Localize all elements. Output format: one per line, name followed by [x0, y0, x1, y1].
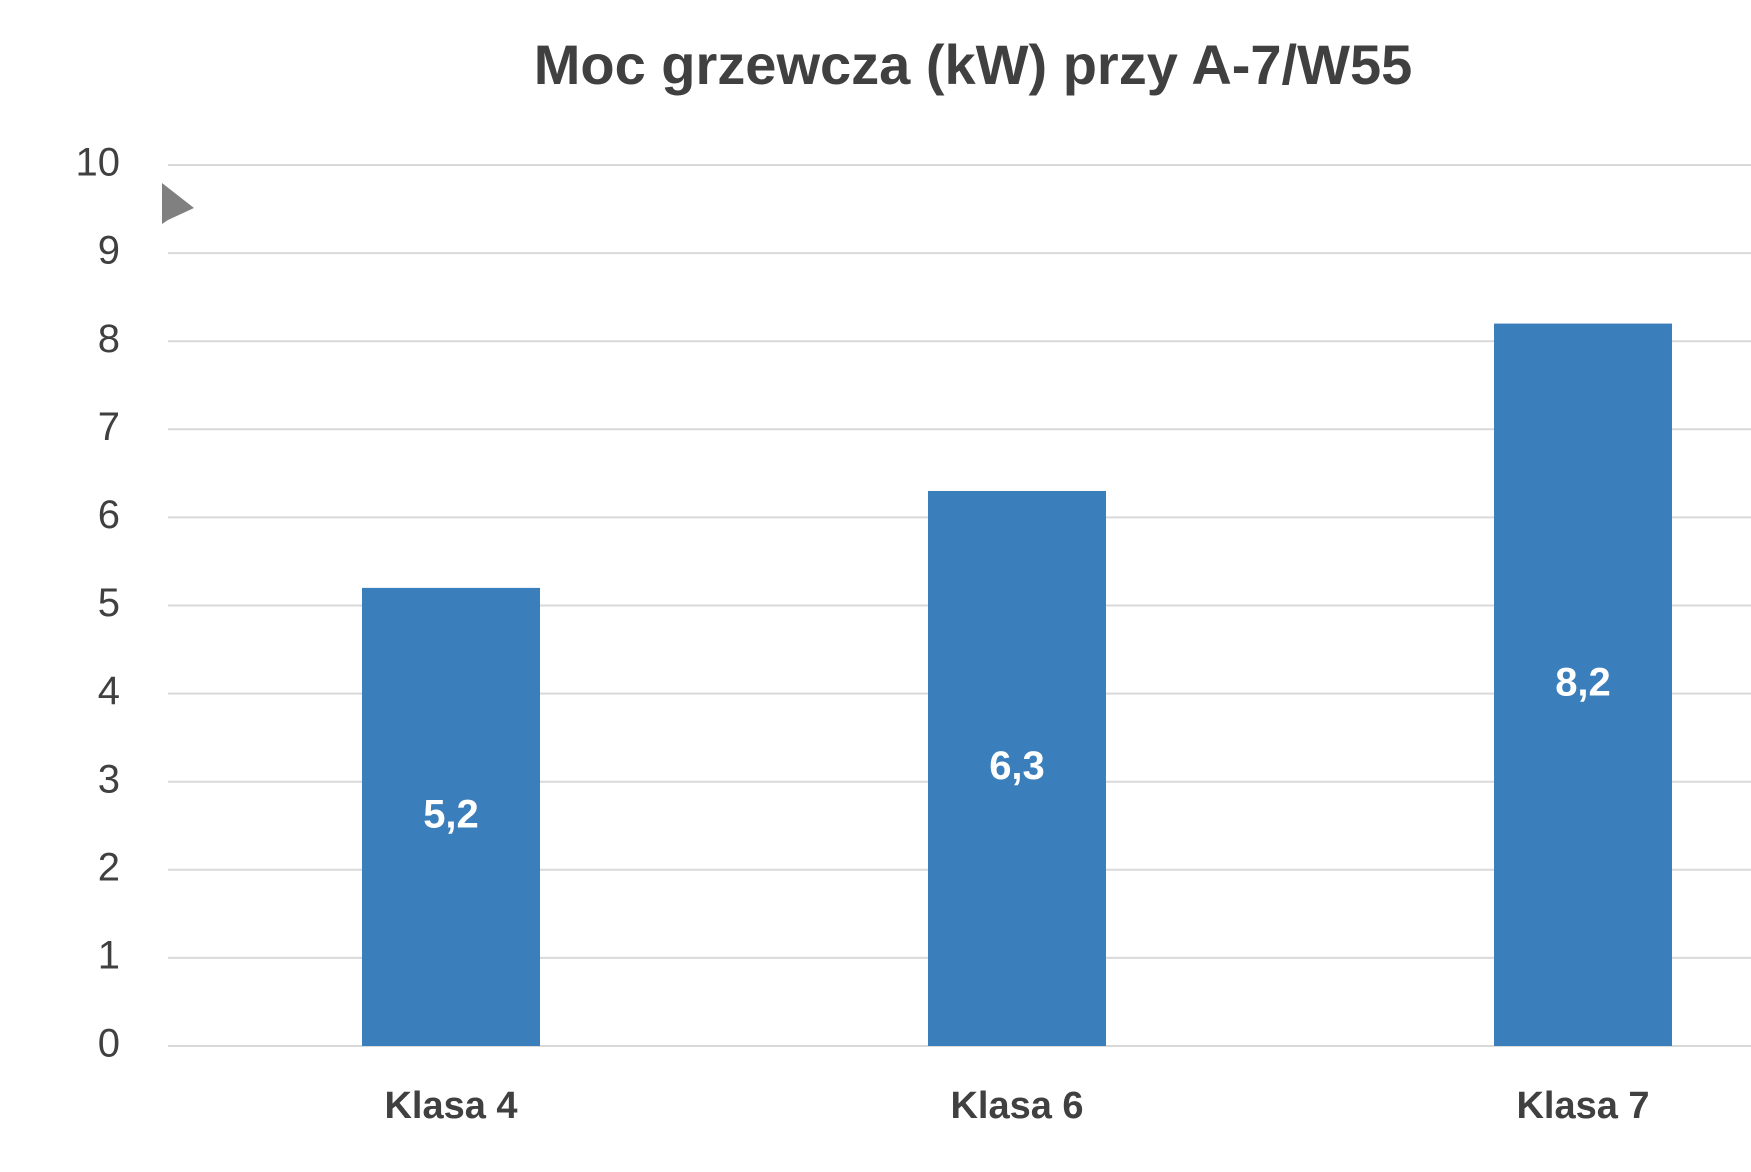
chart-title: Moc grzewcza (kW) przy A-7/W55	[534, 33, 1413, 96]
y-tick-label: 8	[98, 317, 120, 361]
y-tick-label: 7	[98, 405, 120, 449]
x-tick-label: Klasa 6	[950, 1085, 1083, 1127]
y-tick-label: 6	[98, 493, 120, 537]
value-label: 5,2	[423, 793, 479, 837]
y-tick-label: 1	[98, 933, 120, 977]
y-tick-label: 3	[98, 757, 120, 801]
value-label: 6,3	[989, 744, 1045, 788]
y-tick-label: 0	[98, 1022, 120, 1066]
y-tick-label: 5	[98, 581, 120, 625]
value-label: 8,2	[1555, 660, 1611, 704]
bar	[362, 587, 540, 1046]
y-tick-label: 10	[76, 141, 121, 185]
y-tick-label: 9	[98, 229, 120, 273]
bar	[1494, 323, 1672, 1047]
y-tick-label: 4	[98, 669, 120, 713]
x-tick-label: Klasa 4	[384, 1085, 517, 1127]
x-tick-label: Klasa 7	[1516, 1085, 1649, 1127]
cursor-icon	[162, 183, 194, 224]
bar	[928, 490, 1106, 1047]
y-tick-label: 2	[98, 845, 120, 889]
